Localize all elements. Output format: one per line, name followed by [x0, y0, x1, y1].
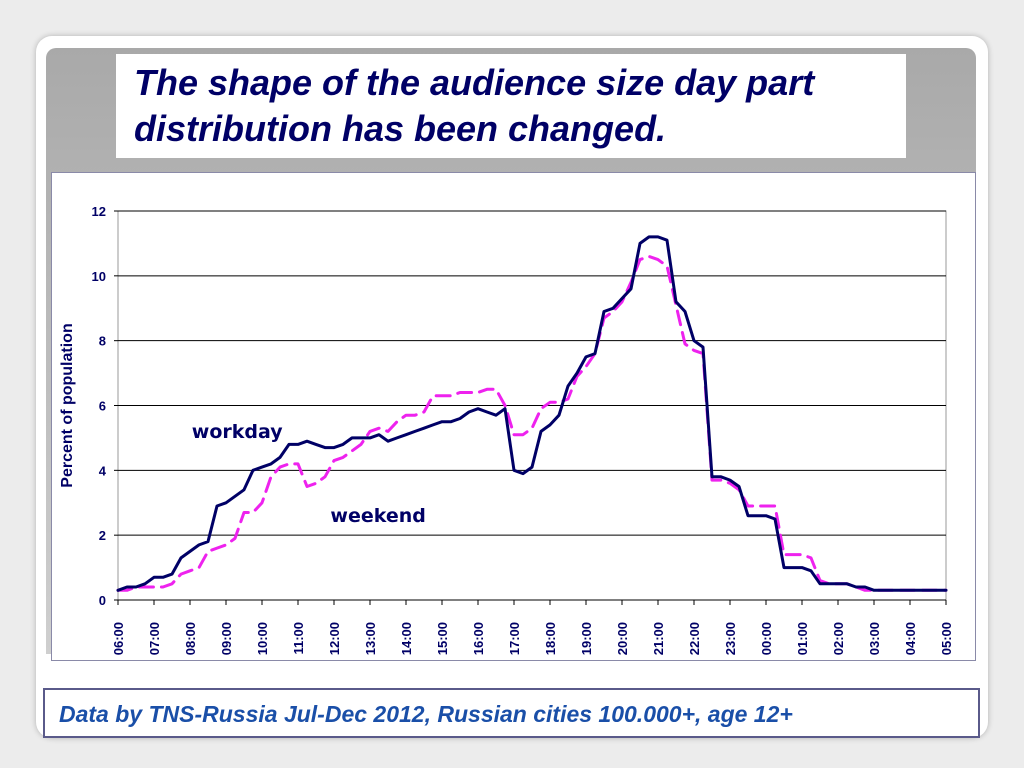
caption-box: Data by TNS-Russia Jul-Dec 2012, Russian… — [43, 688, 980, 738]
x-tick-label: 03:00 — [867, 622, 882, 655]
x-tick-label: 01:00 — [795, 622, 810, 655]
x-tick-label: 12:00 — [327, 622, 342, 655]
y-axis-label: Percent of population — [59, 323, 76, 487]
x-tick-label: 23:00 — [723, 622, 738, 655]
x-tick-label: 04:00 — [903, 622, 918, 655]
slide-title: The shape of the audience size day part … — [134, 62, 815, 149]
x-tick-label: 08:00 — [183, 622, 198, 655]
x-tick-label: 13:00 — [363, 622, 378, 655]
chart-area: 0 2 4 6 8 10 12 06:00 07:00 08:00 09:00 10:00 11:00 1… — [51, 172, 976, 661]
series-line-weekend — [116, 254, 948, 592]
x-tick-label: 22:00 — [687, 622, 702, 655]
series-label-weekend: weekend — [330, 505, 425, 527]
x-tick-label: 20:00 — [615, 622, 630, 655]
y-tick-label: 8 — [99, 334, 106, 349]
x-tick-label: 14:00 — [399, 622, 414, 655]
series-line-workday — [116, 235, 948, 592]
x-tick-label: 09:00 — [219, 622, 234, 655]
y-tick-label: 2 — [99, 528, 106, 543]
x-tick-label: 15:00 — [435, 622, 450, 655]
data-source-caption: Data by TNS-Russia Jul-Dec 2012, Russian… — [59, 701, 793, 727]
x-tick-label: 21:00 — [651, 622, 666, 655]
x-tick-label: 19:00 — [579, 622, 594, 655]
x-tick-label: 10:00 — [255, 622, 270, 655]
y-tick-label: 12 — [92, 204, 106, 219]
x-tick-label: 11:00 — [291, 622, 306, 655]
x-tick-label: 07:00 — [147, 622, 162, 655]
x-tick-label: 02:00 — [831, 622, 846, 655]
x-tick-label: 16:00 — [471, 622, 486, 655]
y-tick-label: 10 — [92, 269, 106, 284]
title-box: The shape of the audience size day part … — [116, 54, 906, 158]
y-tick-label: 6 — [99, 399, 106, 414]
x-tick-label: 18:00 — [543, 622, 558, 655]
x-tick-label: 06:00 — [111, 622, 126, 655]
line-chart: 0 2 4 6 8 10 12 06:00 07:00 08:00 09:00 10:00 11:00 1… — [59, 204, 954, 655]
x-tick-label: 17:00 — [507, 622, 522, 655]
x-tick-label: 00:00 — [759, 622, 774, 655]
x-tick-label: 05:00 — [939, 622, 954, 655]
y-tick-label: 0 — [99, 593, 106, 608]
y-tick-label: 4 — [99, 463, 107, 478]
series-label-workday: workday — [192, 421, 283, 443]
